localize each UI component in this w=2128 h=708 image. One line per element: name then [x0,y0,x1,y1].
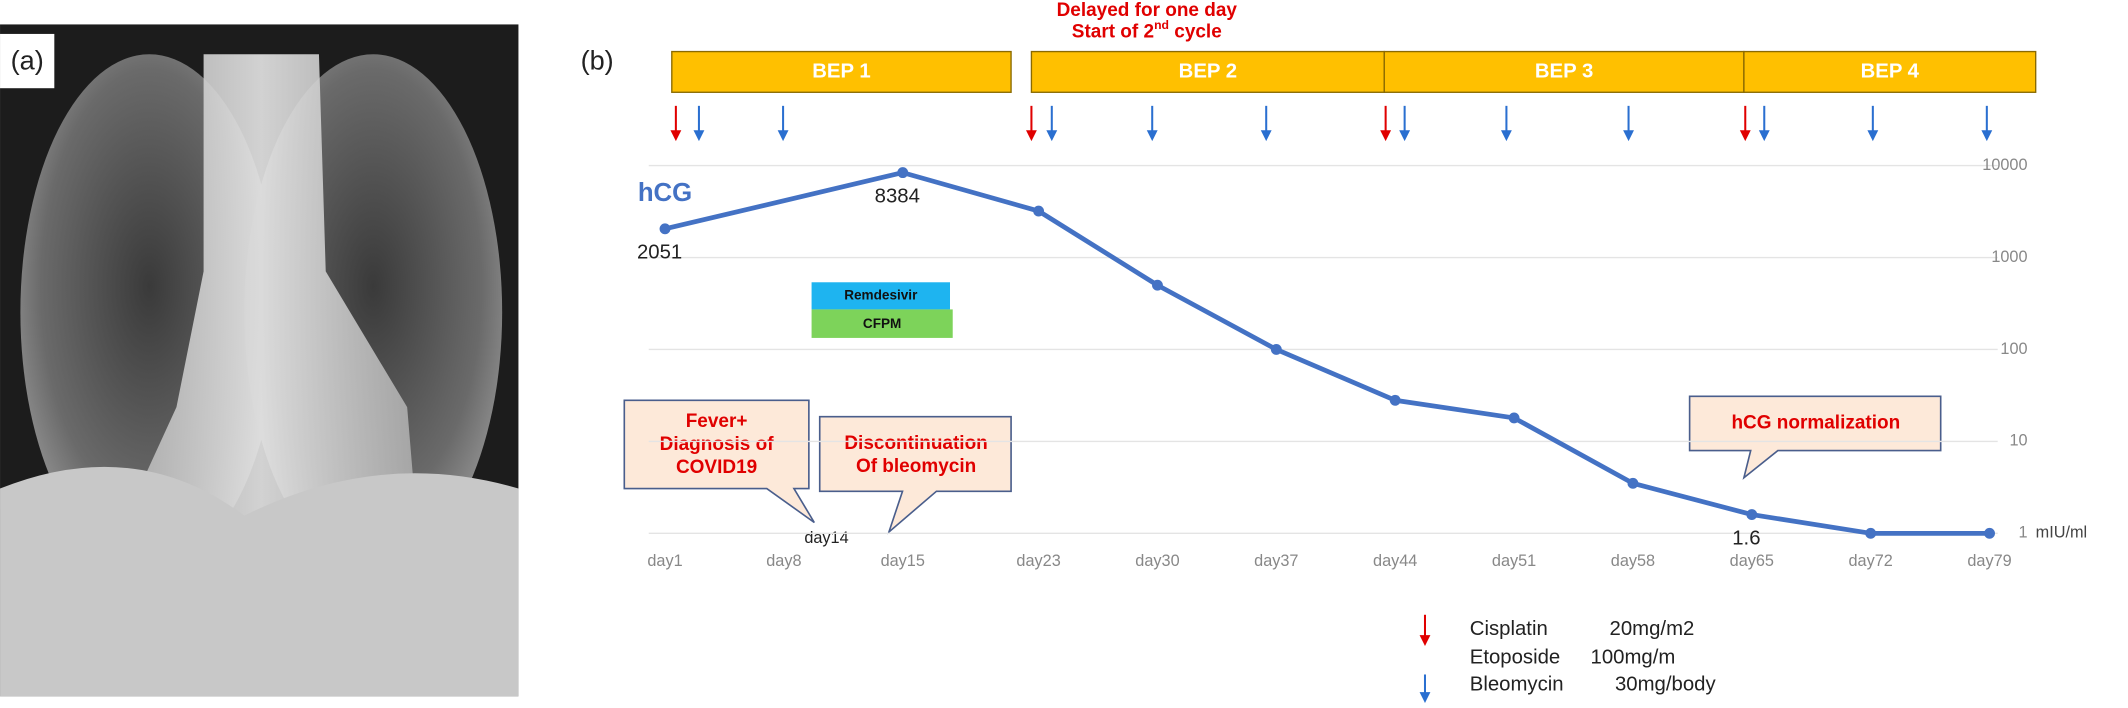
data-point [659,223,671,235]
dose-arrow-head [1046,130,1058,142]
dose-arrow-head [1260,130,1272,142]
x-tick-label: day65 [1730,552,1774,570]
cycle-label: BEP 1 [812,60,870,82]
dose-arrow-head [1380,130,1392,142]
callout-text: hCG normalization [1731,412,1900,433]
cycle-bar [1383,50,1745,93]
x-tick-label: day30 [1135,552,1179,570]
cycle-label: BEP 2 [1179,60,1237,82]
cycle-bar [1743,50,2037,93]
callouts: Fever+ Diagnosis of COVID19 day14 Discon… [623,395,1942,547]
xray-image [0,24,519,697]
data-label: 2051 [637,242,682,264]
data-point [1865,527,1877,539]
dose-arrow-head [1026,130,1037,142]
delay-note: Delayed for one day [1057,0,1238,21]
x-tick-label: day23 [1016,552,1060,570]
x-tick-label: day44 [1373,552,1417,570]
dose-arrow-head [670,130,682,142]
panel-label: (b) [581,45,614,76]
callout-day: day14 [804,529,848,547]
y-unit: mIU/ml [2036,524,2088,542]
callout-text: Of bleomycin [856,456,976,477]
panel-label: (a) [11,45,44,76]
data-point [1270,344,1282,355]
delay-note: Start of 2nd cycle [1072,18,1222,43]
data-point [1389,394,1401,406]
legend-dose: 30mg/body [1615,674,1716,696]
dose-arrow-head [1758,130,1770,142]
cycle-bar [1030,50,1385,93]
callout-text: Fever+ [686,411,748,432]
data-label: 1.6 [1732,527,1760,549]
data-label: 8384 [875,185,920,207]
data-point [1984,527,1995,539]
cycle-label: BEP 4 [1861,60,1920,82]
legend-drug: Cisplatin [1470,618,1548,640]
cycle-bar [671,50,1012,93]
dose-arrow-head [1867,130,1879,142]
legend: Cisplatin 20mg/m2 Etoposide 100mg/m Bleo… [1419,614,1716,703]
cycle-label: BEP 3 [1535,60,1593,82]
y-tick-label: 10 [2009,432,2027,450]
drug-boxes: Remdesivir CFPM [811,282,953,338]
delay-text: Start of 2 [1072,22,1154,43]
legend-dose: 100mg/m [1591,647,1676,669]
data-point [1152,279,1163,291]
data-point [1508,412,1520,424]
y-tick-label: 100 [2000,340,2027,358]
dose-arrow-head [1146,130,1158,142]
x-tick-label: day72 [1849,552,1893,570]
drug-label: CFPM [863,316,901,331]
dose-arrow-head [1399,130,1411,142]
callout-text: COVID19 [676,457,757,478]
data-point [1033,205,1045,217]
x-tick-label: day8 [766,552,801,570]
dose-arrow-head [1623,130,1634,142]
legend-drug: Bleomycin [1470,674,1564,696]
y-tick-label: 1 [2018,524,2027,542]
drug-label: Remdesivir [844,287,918,302]
data-point [1627,477,1639,489]
delay-text: cycle [1169,22,1222,43]
data-point [1746,509,1758,521]
x-tick-label: day79 [1967,552,2011,570]
dose-arrow-head [693,130,705,142]
legend-dose: 20mg/m2 [1610,618,1695,640]
callout-text: Diagnosis of [660,434,775,455]
y-tick-label: 1000 [1991,248,2027,266]
y-tick-label: 10000 [1982,156,2027,174]
dose-arrow-head [1739,130,1751,142]
x-tick-label: day15 [881,552,925,570]
delay-sup: nd [1154,18,1169,32]
legend-drug: Etoposide [1470,647,1560,669]
x-tick-label: day37 [1254,552,1298,570]
x-tick-label: day58 [1611,552,1655,570]
dose-arrow-head [1500,130,1512,142]
dose-arrow-head [1981,130,1993,142]
dose-arrow-head [777,130,789,142]
series-name: hCG [638,179,692,207]
x-tick-label: day51 [1492,552,1536,570]
data-point [897,167,909,179]
callout-text: Discontinuation [844,433,987,454]
x-tick-label: day1 [647,552,682,570]
